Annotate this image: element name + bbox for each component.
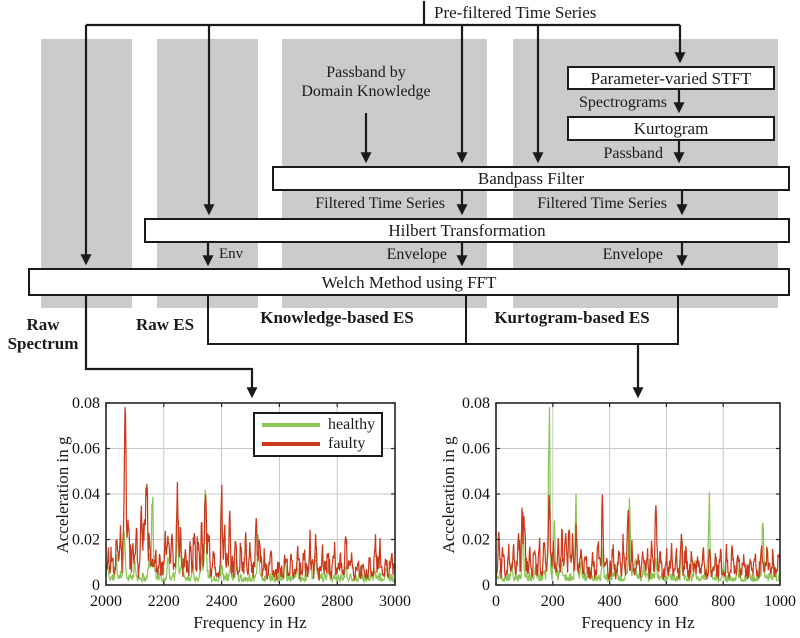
legend-row-healthy: healthy <box>255 417 381 433</box>
y-tick-label: 0.04 <box>72 486 100 503</box>
output-kurtogram-es-label: Kurtogram-based ES <box>465 296 677 343</box>
x-tick-label: 1000 <box>764 593 796 610</box>
y-tick-label: 0.06 <box>462 441 490 458</box>
raw-spectrum-line2: Spectrum <box>7 334 79 353</box>
spectrograms-label: Spectrograms <box>579 94 667 111</box>
y-tick-label: 0.08 <box>462 395 490 412</box>
es-output-bracket: Knowledge-based ES Kurtogram-based ES <box>207 296 679 345</box>
x-tick-label: 2800 <box>321 593 353 610</box>
x-tick-label: 800 <box>711 593 735 610</box>
source-label: Pre-filtered Time Series <box>434 3 597 22</box>
node-bandpass-label: Bandpass Filter <box>477 169 585 188</box>
passband-domain-label: Passband by Domain Knowledge <box>276 63 456 101</box>
node-stft-label: Parameter-varied STFT <box>590 68 752 88</box>
output-raw-es-label: Raw ES <box>135 315 195 334</box>
node-hilbert: Hilbert Transformation <box>144 218 790 243</box>
series-faulty <box>105 407 396 582</box>
left-chart-y-axis-title: Acceleration in g <box>53 436 72 554</box>
node-welch-label: Welch Method using FFT <box>321 272 497 292</box>
x-tick-label: 200 <box>541 593 565 610</box>
x-tick-label: 2000 <box>90 593 122 610</box>
y-tick-label: 0.08 <box>72 395 100 412</box>
right-chart-x-axis-title: Frequency in Hz <box>581 613 695 632</box>
node-stft: Parameter-varied STFT <box>567 66 775 90</box>
left-chart-x-axis-title: Frequency in Hz <box>193 613 307 632</box>
envelope-label-mid: Envelope <box>386 246 447 263</box>
envelope-label-right: Envelope <box>602 246 663 263</box>
y-tick-label: 0.04 <box>462 486 490 503</box>
x-tick-label: 2200 <box>148 593 180 610</box>
y-tick-label: 0.06 <box>72 441 100 458</box>
right-chart-y-axis-title: Acceleration in g <box>439 436 458 554</box>
x-tick-label: 600 <box>654 593 678 610</box>
plot-frame <box>105 402 396 586</box>
legend: healthy faulty <box>253 412 383 457</box>
plot-frame <box>495 402 781 586</box>
y-tick-label: 0 <box>92 577 100 594</box>
y-tick-label: 0 <box>482 577 490 594</box>
node-kurtogram: Kurtogram <box>567 116 775 141</box>
charts-layer: 2000 2200 2400 2600 2800 300000.020.040.060.0… <box>72 395 796 610</box>
x-tick-label: 3000 <box>379 593 411 610</box>
output-knowledge-es-label: Knowledge-based ES <box>260 308 414 327</box>
edge-to-left-chart <box>84 296 258 399</box>
env-label: Env <box>219 246 244 262</box>
faulty-line-swatch <box>262 442 320 446</box>
x-tick-label: 400 <box>598 593 622 610</box>
legend-label-healthy: healthy <box>328 416 376 433</box>
right-chart: 0 200 400 600 800 1000 0 0.02 0.04 0.06 0.08 <box>462 395 796 610</box>
y-tick-label: 0.02 <box>462 532 490 549</box>
node-kurtogram-label: Kurtogram <box>633 119 709 138</box>
y-tick-label: 0.02 <box>72 532 100 549</box>
filtered-ts-label-mid: Filtered Time Series <box>315 195 445 212</box>
passband-domain-line2: Domain Knowledge <box>301 83 431 100</box>
legend-row-faulty: faulty <box>255 436 381 452</box>
node-welch: Welch Method using FFT <box>28 268 790 296</box>
legend-label-faulty: faulty <box>328 435 366 452</box>
x-tick-label: 2400 <box>206 593 238 610</box>
passband-label: Passband <box>603 145 663 162</box>
series-healthy <box>495 407 781 584</box>
node-hilbert-label: Hilbert Transformation <box>388 221 546 240</box>
x-tick-label: 0 <box>492 593 500 610</box>
passband-domain-line1: Passband by <box>326 64 406 81</box>
series-faulty <box>495 494 781 580</box>
healthy-line-swatch <box>262 423 320 427</box>
raw-spectrum-line1: Raw <box>26 315 60 334</box>
filtered-ts-label-right: Filtered Time Series <box>537 195 667 212</box>
node-bandpass: Bandpass Filter <box>272 166 790 191</box>
output-raw-spectrum-label: Raw Spectrum <box>0 315 86 353</box>
x-tick-label: 2600 <box>263 593 295 610</box>
